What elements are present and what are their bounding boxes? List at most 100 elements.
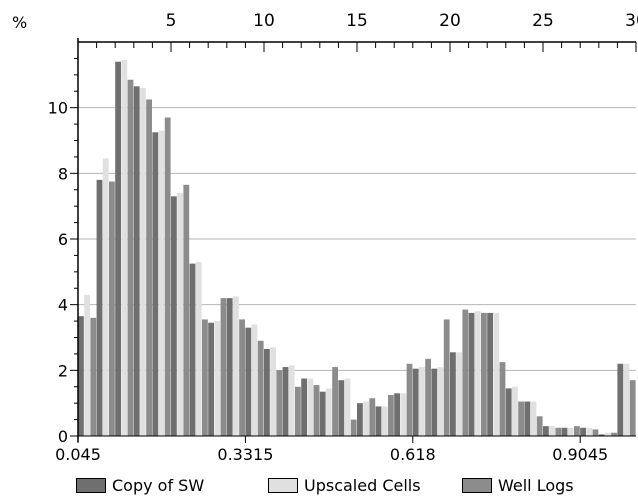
y-axis-label: % xyxy=(12,13,27,32)
chart-canvas: 0 2 4 6 8 10% 5 10 15 20 25 30 0.045 0.3315 0.618 0.904… xyxy=(12,11,638,464)
bar xyxy=(282,367,289,436)
bar xyxy=(90,317,97,436)
bar xyxy=(400,393,407,436)
y-tick-label: 4 xyxy=(58,296,68,315)
bar xyxy=(326,388,332,436)
bar xyxy=(592,429,599,436)
legend-item-copy-of-sw: Copy of SW xyxy=(76,474,204,496)
bar xyxy=(629,380,636,436)
bar xyxy=(357,403,363,436)
bar xyxy=(307,378,314,436)
bar xyxy=(177,193,183,436)
bar xyxy=(319,391,326,436)
bar xyxy=(499,362,506,437)
bar xyxy=(431,368,438,436)
bar xyxy=(115,61,121,436)
bar xyxy=(481,312,487,437)
bar xyxy=(158,130,165,436)
bar xyxy=(580,427,586,436)
bar xyxy=(270,347,276,436)
top-tick-label: 10 xyxy=(253,11,275,31)
bar xyxy=(462,309,469,436)
bar xyxy=(350,419,357,436)
bar xyxy=(245,327,252,436)
bar xyxy=(257,340,264,436)
bar xyxy=(518,401,524,436)
x-tick-label: 0.045 xyxy=(55,445,101,464)
bar xyxy=(164,117,171,437)
bar xyxy=(524,401,531,436)
legend-swatch-upscaled-cells xyxy=(268,477,298,493)
bar xyxy=(412,368,419,436)
bar xyxy=(611,432,617,436)
bar xyxy=(121,60,128,437)
bar xyxy=(567,427,574,436)
legend-label-copy-of-sw: Copy of SW xyxy=(112,475,205,495)
bar xyxy=(78,316,84,436)
bar xyxy=(127,79,134,436)
bar xyxy=(419,367,425,436)
bar xyxy=(381,406,388,436)
bar xyxy=(171,196,177,436)
bar xyxy=(214,321,221,436)
bar xyxy=(623,363,630,436)
bar xyxy=(183,184,190,436)
bar xyxy=(617,363,624,436)
bar xyxy=(549,426,555,436)
bar xyxy=(574,426,580,436)
bar xyxy=(264,348,270,436)
y-tick-label: 8 xyxy=(58,164,68,183)
bar xyxy=(140,87,146,436)
top-tick-label: 30 xyxy=(625,11,638,31)
bar xyxy=(251,324,258,436)
bar xyxy=(443,319,450,436)
y-tick-label: 0 xyxy=(58,427,68,446)
bar xyxy=(586,427,593,436)
bar xyxy=(543,426,549,436)
bar xyxy=(394,393,400,436)
bar xyxy=(332,367,338,436)
bar xyxy=(512,386,518,436)
bar xyxy=(388,394,394,436)
bar xyxy=(189,263,196,437)
bar xyxy=(468,312,475,437)
bar xyxy=(425,358,431,436)
bar xyxy=(295,386,301,436)
bar xyxy=(195,261,202,436)
legend-label-well-logs: Well Logs xyxy=(498,475,574,495)
bar xyxy=(363,401,369,436)
bar xyxy=(555,427,562,436)
y-tick-label: 2 xyxy=(58,361,68,380)
bar xyxy=(493,312,500,437)
bar xyxy=(487,312,493,437)
legend-item-well-logs: Well Logs xyxy=(462,474,574,496)
bar xyxy=(456,352,462,436)
bar xyxy=(96,179,103,436)
bar xyxy=(301,378,307,436)
bar xyxy=(133,86,140,436)
bar xyxy=(220,298,227,436)
y-tick-label: 10 xyxy=(48,99,68,118)
bar xyxy=(536,416,543,436)
x-tick-label: 0.618 xyxy=(390,445,436,464)
x-tick-label: 0.3315 xyxy=(217,445,273,464)
bar xyxy=(530,401,537,436)
bar xyxy=(239,319,245,436)
bar xyxy=(406,363,413,436)
bar xyxy=(605,432,611,436)
bar xyxy=(313,385,320,436)
legend-item-upscaled-cells: Upscaled Cells xyxy=(268,474,421,496)
bar xyxy=(369,398,376,436)
x-tick-label: 0.9045 xyxy=(552,445,608,464)
bar xyxy=(202,319,208,436)
bar xyxy=(84,294,90,436)
bar xyxy=(276,370,283,436)
bar xyxy=(561,427,568,436)
top-tick-label: 20 xyxy=(439,11,461,31)
legend-swatch-well-logs xyxy=(462,477,492,493)
bar xyxy=(437,367,444,436)
bar xyxy=(233,296,239,436)
bar xyxy=(288,365,295,436)
bar xyxy=(505,388,512,436)
